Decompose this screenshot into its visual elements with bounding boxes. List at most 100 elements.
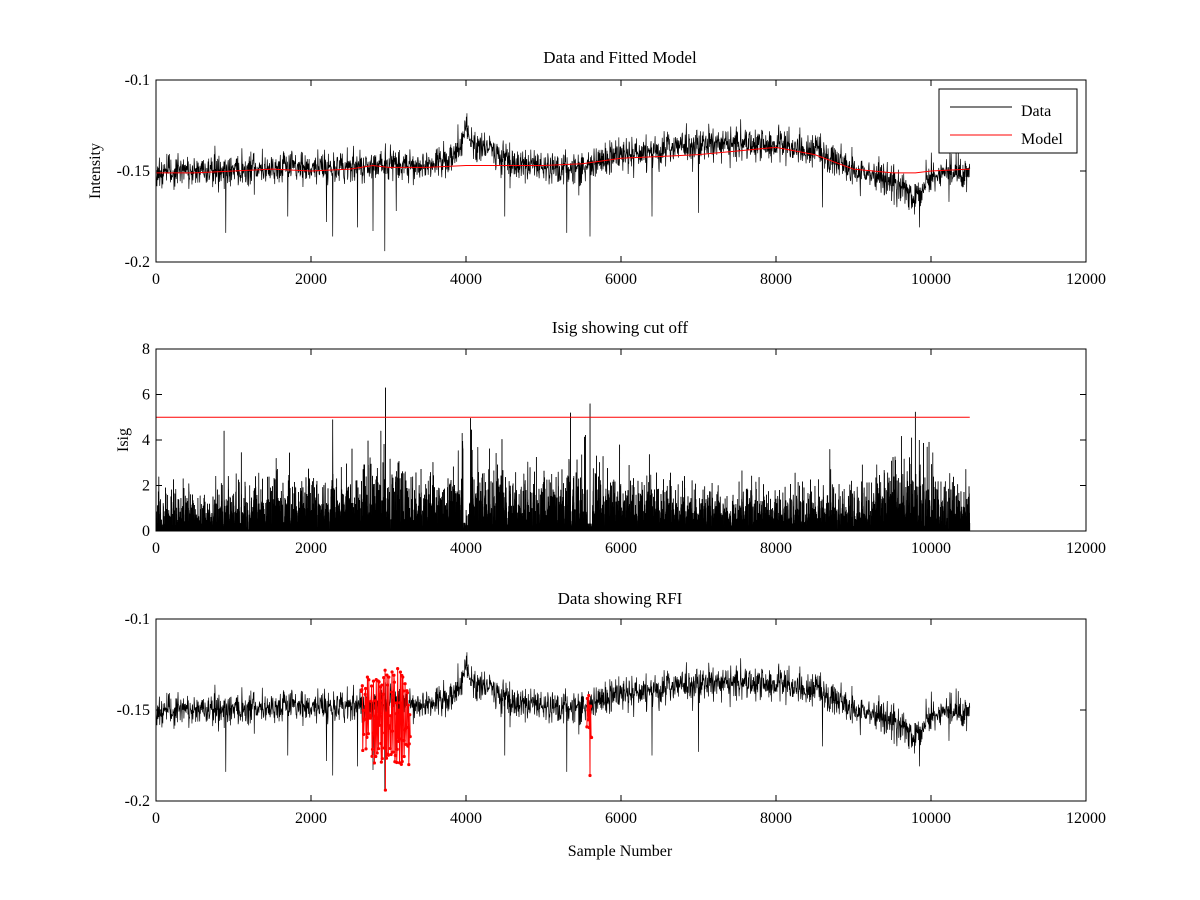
panel-3-ytick-label: -0.2 <box>125 793 150 810</box>
rfi-point <box>392 673 396 677</box>
rfi-point <box>406 703 410 707</box>
rfi-point <box>408 734 412 739</box>
rfi-point <box>389 752 393 757</box>
rfi-point <box>388 726 392 730</box>
panel-1-xtick-label: 10000 <box>911 271 951 288</box>
rfi-point <box>372 761 376 765</box>
rfi-point <box>375 751 379 755</box>
panel-1-xtick-label: 6000 <box>605 271 637 288</box>
rfi-point <box>390 690 394 694</box>
rfi-point <box>374 754 378 759</box>
rfi-point <box>586 708 590 712</box>
rfi-point <box>379 760 383 764</box>
panel-2-ytick-label: 8 <box>142 341 150 358</box>
rfi-point <box>401 689 405 693</box>
rfi-point <box>377 680 381 684</box>
legend: Data Model <box>938 88 1078 154</box>
panel-1-ytick-label: -0.1 <box>125 72 150 89</box>
rfi-point <box>587 726 591 730</box>
panel-2-xtick-label: 4000 <box>450 540 482 557</box>
rfi-point <box>384 711 388 715</box>
rfi-point <box>381 692 385 696</box>
rfi-point <box>376 747 381 751</box>
panel-3-xtick-label: 2000 <box>295 810 327 827</box>
data-series-line <box>155 652 971 791</box>
panel-3-xtick-label: 12000 <box>1066 810 1106 827</box>
rfi-point <box>369 714 373 718</box>
panel-2-xtick-label: 2000 <box>295 540 327 557</box>
panel-2-ytick-label: 6 <box>142 387 150 404</box>
panel-1-xtick-label: 0 <box>152 271 160 288</box>
rfi-point <box>587 693 591 698</box>
rfi-point <box>407 742 411 746</box>
model-line-path <box>156 146 970 174</box>
panel-1-ytick-label: -0.15 <box>117 163 150 180</box>
panel-3-xtick-label: 8000 <box>760 810 792 827</box>
rfi-point <box>386 753 390 757</box>
rfi-point <box>373 699 377 703</box>
rfi-point <box>397 708 401 712</box>
rfi-point <box>371 679 376 683</box>
data-line-path <box>155 652 971 791</box>
panel-2-xtick-label: 6000 <box>605 540 637 557</box>
rfi-point <box>401 675 405 679</box>
rfi-point <box>361 748 365 753</box>
rfi-point <box>369 699 373 703</box>
rfi-point <box>399 737 403 741</box>
legend-box <box>938 88 1078 154</box>
panel-isig-showing-cut-off: Isig showing cut off Isig 0 2000 4000 6000 8… <box>115 318 1106 557</box>
rfi-point <box>588 711 592 715</box>
rfi-point <box>370 747 375 751</box>
panel-3-title: Data showing RFI <box>558 589 683 608</box>
rfi-point <box>387 724 391 728</box>
rfi-point <box>585 696 589 701</box>
panel-2-ylabel: Isig <box>115 428 132 452</box>
panel-1-xtick-label: 2000 <box>295 271 327 288</box>
rfi-point <box>380 683 384 687</box>
model-series-line <box>156 146 970 174</box>
panel-2-xtick-label: 10000 <box>911 540 951 557</box>
rfi-point <box>395 760 399 765</box>
rfi-point <box>364 747 368 751</box>
panel-1-ylabel: Intensity <box>87 143 104 199</box>
rfi-point <box>379 741 383 746</box>
panel-1-ytick-label: -0.2 <box>125 254 150 271</box>
rfi-point <box>382 676 386 680</box>
panel-3-xtick-label: 0 <box>152 810 160 827</box>
rfi-point <box>363 717 367 721</box>
panel-2-ytick-label: 0 <box>142 523 150 540</box>
rfi-point <box>372 731 376 735</box>
rfi-point <box>380 756 384 761</box>
rfi-point <box>392 680 396 684</box>
rfi-point <box>400 759 404 764</box>
data-line-path <box>155 113 971 252</box>
rfi-point <box>389 714 393 718</box>
rfi-point <box>383 731 387 735</box>
rfi-point <box>362 732 366 736</box>
rfi-point <box>385 683 390 687</box>
rfi-point <box>391 693 396 697</box>
rfi-point <box>396 667 400 671</box>
panel-3-xtick-label: 10000 <box>911 810 951 827</box>
rfi-point <box>383 788 387 792</box>
panel-data-showing-rfi: Data showing RFI 0 2000 4000 6000 8000 10000 1… <box>117 589 1106 860</box>
panel-3-ytick-label: -0.1 <box>125 611 150 628</box>
panel-3-xlabel: Sample Number <box>568 843 673 860</box>
panel-2-ytick-label: 4 <box>142 432 150 449</box>
rfi-point <box>589 704 593 708</box>
rfi-point <box>399 762 403 766</box>
rfi-point <box>402 738 406 743</box>
rfi-point <box>404 725 409 729</box>
rfi-point <box>367 678 371 682</box>
panel-data-and-fitted-model: Data and Fitted Model Intensity 0 2000 400… <box>87 48 1106 288</box>
rfi-point <box>363 686 368 691</box>
rfi-point <box>384 756 389 760</box>
rfi-point <box>361 708 365 712</box>
rfi-point <box>364 697 369 701</box>
rfi-point <box>378 699 382 703</box>
rfi-point <box>396 739 401 743</box>
rfi-point <box>398 701 402 705</box>
rfi-point <box>390 729 395 733</box>
rfi-point <box>363 692 367 696</box>
